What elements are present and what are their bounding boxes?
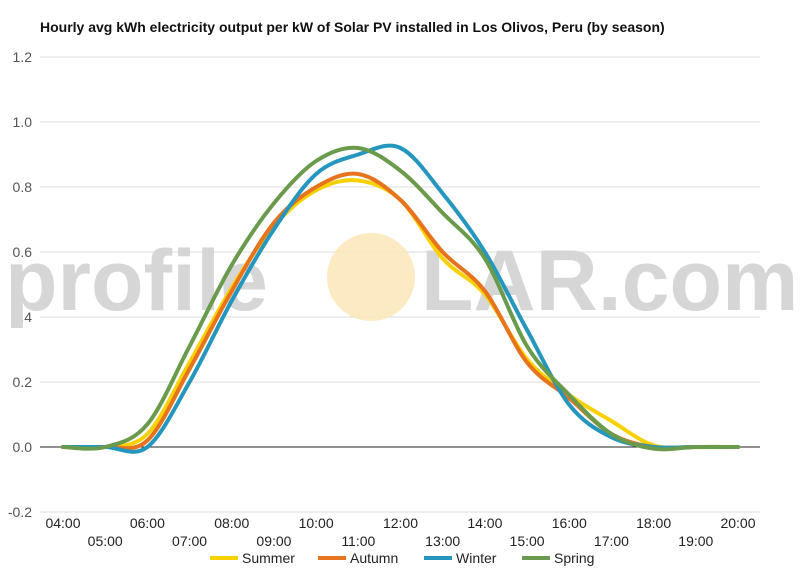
x-tick-label: 08:00 <box>214 515 249 531</box>
legend-label: Summer <box>242 550 295 566</box>
legend-item-summer: Summer <box>210 550 295 566</box>
x-tick-label: 05:00 <box>88 533 123 549</box>
x-tick-label: 19:00 <box>678 533 713 549</box>
legend-item-winter: Winter <box>424 550 497 566</box>
x-tick-label: 07:00 <box>172 533 207 549</box>
watermark-left: profile <box>5 233 268 329</box>
legend: Summer Autumn Winter Spring <box>210 550 594 566</box>
x-tick-label: 10:00 <box>299 515 334 531</box>
legend-item-autumn: Autumn <box>318 550 398 566</box>
watermark-sun-icon <box>327 233 415 321</box>
y-tick-label: 0.6 <box>13 244 33 260</box>
legend-label: Autumn <box>350 550 398 566</box>
x-tick-label: 11:00 <box>341 533 375 549</box>
legend-item-spring: Spring <box>522 550 594 566</box>
x-tick-label: 13:00 <box>425 533 460 549</box>
watermark-logo: profile LAR.com <box>5 233 798 329</box>
x-tick-label: 17:00 <box>594 533 629 549</box>
x-tick-label: 12:00 <box>383 515 418 531</box>
y-tick-label: 0.4 <box>13 309 33 325</box>
y-tick-label: 1.2 <box>13 49 33 65</box>
x-tick-label: 09:00 <box>256 533 291 549</box>
y-tick-label: 0.0 <box>13 439 33 455</box>
y-tick-label: 0.2 <box>13 374 33 390</box>
x-tick-label: 14:00 <box>467 515 502 531</box>
x-tick-label: 04:00 <box>45 515 80 531</box>
x-tick-label: 16:00 <box>552 515 587 531</box>
x-axis-ticks: 04:00 05:00 06:00 07:00 08:00 09:00 10:00 11:00… <box>45 515 755 549</box>
y-tick-label: 1.0 <box>13 114 33 130</box>
y-tick-label: 0.8 <box>13 179 33 195</box>
y-axis-ticks: 1.2 1.0 0.8 0.6 0.4 0.2 0.0 -0.2 <box>8 49 32 520</box>
legend-label: Winter <box>456 550 497 566</box>
legend-label: Spring <box>554 550 594 566</box>
x-tick-label: 06:00 <box>130 515 165 531</box>
x-tick-label: 15:00 <box>510 533 545 549</box>
series-line-winter <box>61 143 740 454</box>
x-tick-label: 20:00 <box>720 515 755 531</box>
x-tick-label: 18:00 <box>636 515 671 531</box>
series-line-spring <box>61 145 740 452</box>
y-tick-label: -0.2 <box>8 504 32 520</box>
chart-title: Hourly avg kWh electricity output per kW… <box>40 19 665 35</box>
series-lines <box>61 143 740 454</box>
